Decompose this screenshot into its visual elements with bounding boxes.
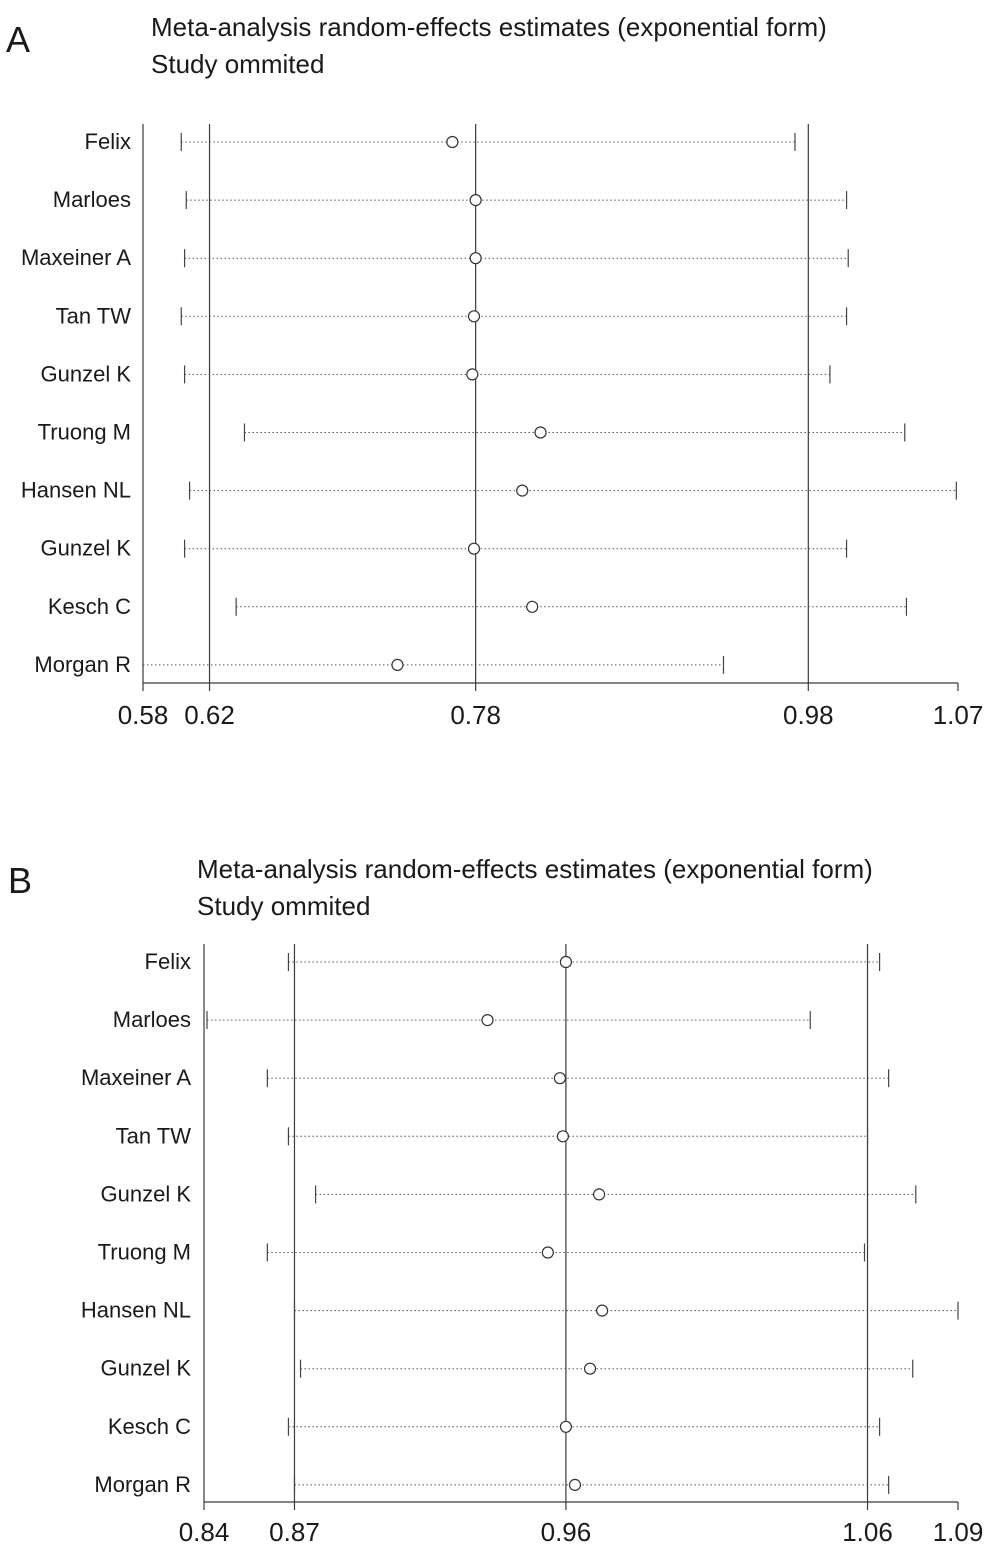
point-estimate (568, 1478, 582, 1492)
study-label: Tan TW (116, 1123, 192, 1148)
point-estimate (446, 135, 459, 149)
study-label: Marloes (53, 187, 131, 212)
panel-a-title: Meta-analysis random-effects estimates (… (151, 12, 827, 42)
point-estimate (559, 955, 573, 969)
study-label: Morgan R (94, 1472, 191, 1497)
panel-b: B Meta-analysis random-effects estimates… (8, 854, 983, 1547)
study-label: Maxeiner A (81, 1065, 191, 1090)
point-estimate (469, 194, 482, 207)
point-estimate (467, 542, 481, 555)
point-estimate (469, 252, 482, 265)
x-tick-label: 0.87 (269, 1517, 320, 1547)
study-label: Kesch C (48, 594, 131, 619)
panel-a: A Meta-analysis random-effects estimates… (6, 12, 983, 730)
study-label: Maxeiner A (21, 245, 131, 270)
study-label: Truong M (38, 420, 131, 445)
point-estimate (592, 1188, 606, 1201)
study-label: Hansen NL (81, 1298, 191, 1323)
study-label: Felix (85, 129, 131, 154)
study-label: Gunzel K (41, 536, 132, 561)
x-tick-label: 0.78 (450, 700, 501, 730)
study-label: Morgan R (34, 652, 131, 677)
study-label: Truong M (98, 1240, 191, 1265)
point-estimate (467, 310, 481, 323)
x-tick-label: 1.09 (933, 1517, 984, 1547)
point-estimate (553, 1072, 566, 1085)
x-tick-label: 1.06 (842, 1517, 893, 1547)
point-estimate (556, 1130, 570, 1143)
panel-label-b: B (8, 860, 32, 901)
point-estimate (534, 426, 547, 439)
study-label: Hansen NL (21, 478, 131, 503)
x-tick-label: 0.62 (184, 700, 235, 730)
point-estimate (583, 1362, 597, 1375)
point-estimate (559, 1420, 573, 1433)
study-label: Marloes (113, 1007, 191, 1032)
panel-label-a: A (6, 19, 30, 60)
point-estimate (391, 658, 404, 672)
point-estimate (481, 1013, 494, 1027)
study-label: Gunzel K (101, 1356, 192, 1381)
x-tick-label: 0.98 (783, 700, 834, 730)
point-estimate (526, 600, 539, 613)
point-estimate (466, 368, 479, 381)
point-estimate (516, 484, 529, 497)
point-estimate (541, 1246, 554, 1259)
x-tick-label: 0.58 (118, 700, 169, 730)
study-label: Felix (145, 949, 191, 974)
x-tick-label: 1.07 (933, 700, 984, 730)
study-label: Gunzel K (101, 1181, 192, 1206)
study-label: Tan TW (56, 303, 132, 328)
study-label: Gunzel K (41, 361, 132, 386)
study-label: Kesch C (108, 1414, 191, 1439)
panel-b-subtitle: Study ommited (197, 891, 370, 921)
point-estimate (596, 1304, 609, 1317)
x-tick-label: 0.96 (541, 1517, 592, 1547)
x-tick-label: 0.84 (179, 1517, 230, 1547)
panel-b-title: Meta-analysis random-effects estimates (… (197, 854, 873, 884)
panel-a-subtitle: Study ommited (151, 49, 324, 79)
